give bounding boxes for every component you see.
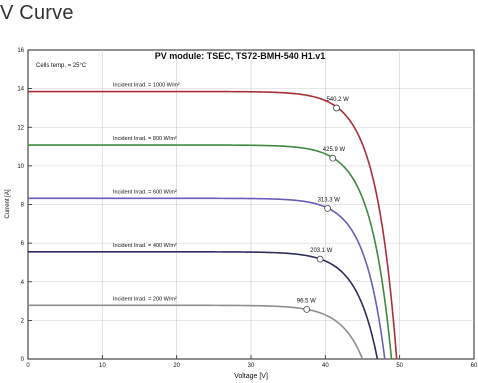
chart-title: PV module: TSEC, TS72-BMH-540 H1.v1 xyxy=(155,51,326,61)
mpp-power-label-800: 425.9 W xyxy=(323,147,346,153)
y-tick-label: 10 xyxy=(17,164,24,170)
mpp-power-label-200: 96.5 W xyxy=(297,298,316,304)
grid xyxy=(28,50,474,359)
mpp-marker-1000 xyxy=(333,104,340,112)
y-tick-label: 12 xyxy=(17,125,24,131)
labels: Incident Irrad. = 1000 W/m² 540.2 W Incide… xyxy=(113,83,349,305)
y-tick-label: 2 xyxy=(21,318,25,324)
mpp-marker-400 xyxy=(316,255,324,263)
y-tick-label: 0 xyxy=(21,357,25,363)
cell-temperature-note: Cells temp. = 25°C xyxy=(36,63,87,69)
series-label-1000: Incident Irrad. = 1000 W/m² xyxy=(113,83,180,89)
x-tick-label: 50 xyxy=(396,363,403,369)
x-tick-label: 30 xyxy=(248,363,255,369)
page-title: V Curve xyxy=(0,2,74,24)
x-tick-label: 10 xyxy=(99,363,106,369)
x-tick-label: 60 xyxy=(471,363,478,369)
iv-curve-1000 xyxy=(28,90,398,360)
y-axis-label: Current [A] xyxy=(5,189,11,218)
y-tick-label: 16 xyxy=(17,48,24,54)
y-tick-label: 4 xyxy=(21,280,25,286)
series-label-800: Incident Irrad. = 800 W/m² xyxy=(113,136,177,142)
y-tick-label: 14 xyxy=(17,87,24,93)
mpp-marker-800 xyxy=(329,154,337,162)
axis-ticks: 0 10 20 30 40 50 60 0 2 4 6 8 10 12 14 16 xyxy=(17,48,478,369)
mpp-marker-200 xyxy=(303,305,311,313)
iv-curve-chart: 0 10 20 30 40 50 60 0 2 4 6 8 10 12 14 16 Incident Irra… xyxy=(5,48,478,380)
mpp-power-label-600: 313.3 W xyxy=(318,197,341,203)
series-label-400: Incident Irrad. = 400 W/m² xyxy=(113,243,177,249)
curves xyxy=(28,90,398,360)
iv-curve-200 xyxy=(28,304,364,360)
y-tick-label: 6 xyxy=(21,241,25,247)
x-tick-label: 20 xyxy=(173,363,180,369)
y-tick-label: 8 xyxy=(21,203,25,209)
x-tick-label: 0 xyxy=(26,363,30,369)
mpp-power-label-1000: 540.2 W xyxy=(326,97,349,103)
mpp-marker-600 xyxy=(324,204,331,212)
mpp-power-label-400: 203.1 W xyxy=(310,248,333,254)
iv-curve-600 xyxy=(28,197,386,360)
x-tick-label: 40 xyxy=(322,363,329,369)
series-label-200: Incident Irrad. = 200 W/m² xyxy=(113,296,177,302)
x-axis-label: Voltage [V] xyxy=(234,373,268,380)
series-label-600: Incident Irrad. = 600 W/m² xyxy=(113,189,177,195)
